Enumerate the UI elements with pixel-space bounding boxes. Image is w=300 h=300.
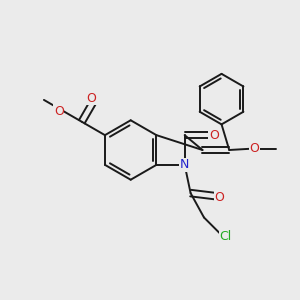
Text: O: O xyxy=(86,92,96,104)
Text: N: N xyxy=(180,158,189,171)
Text: O: O xyxy=(214,191,224,204)
Text: O: O xyxy=(250,142,260,155)
Text: Cl: Cl xyxy=(220,230,232,243)
Text: O: O xyxy=(209,129,219,142)
Text: O: O xyxy=(54,105,64,118)
